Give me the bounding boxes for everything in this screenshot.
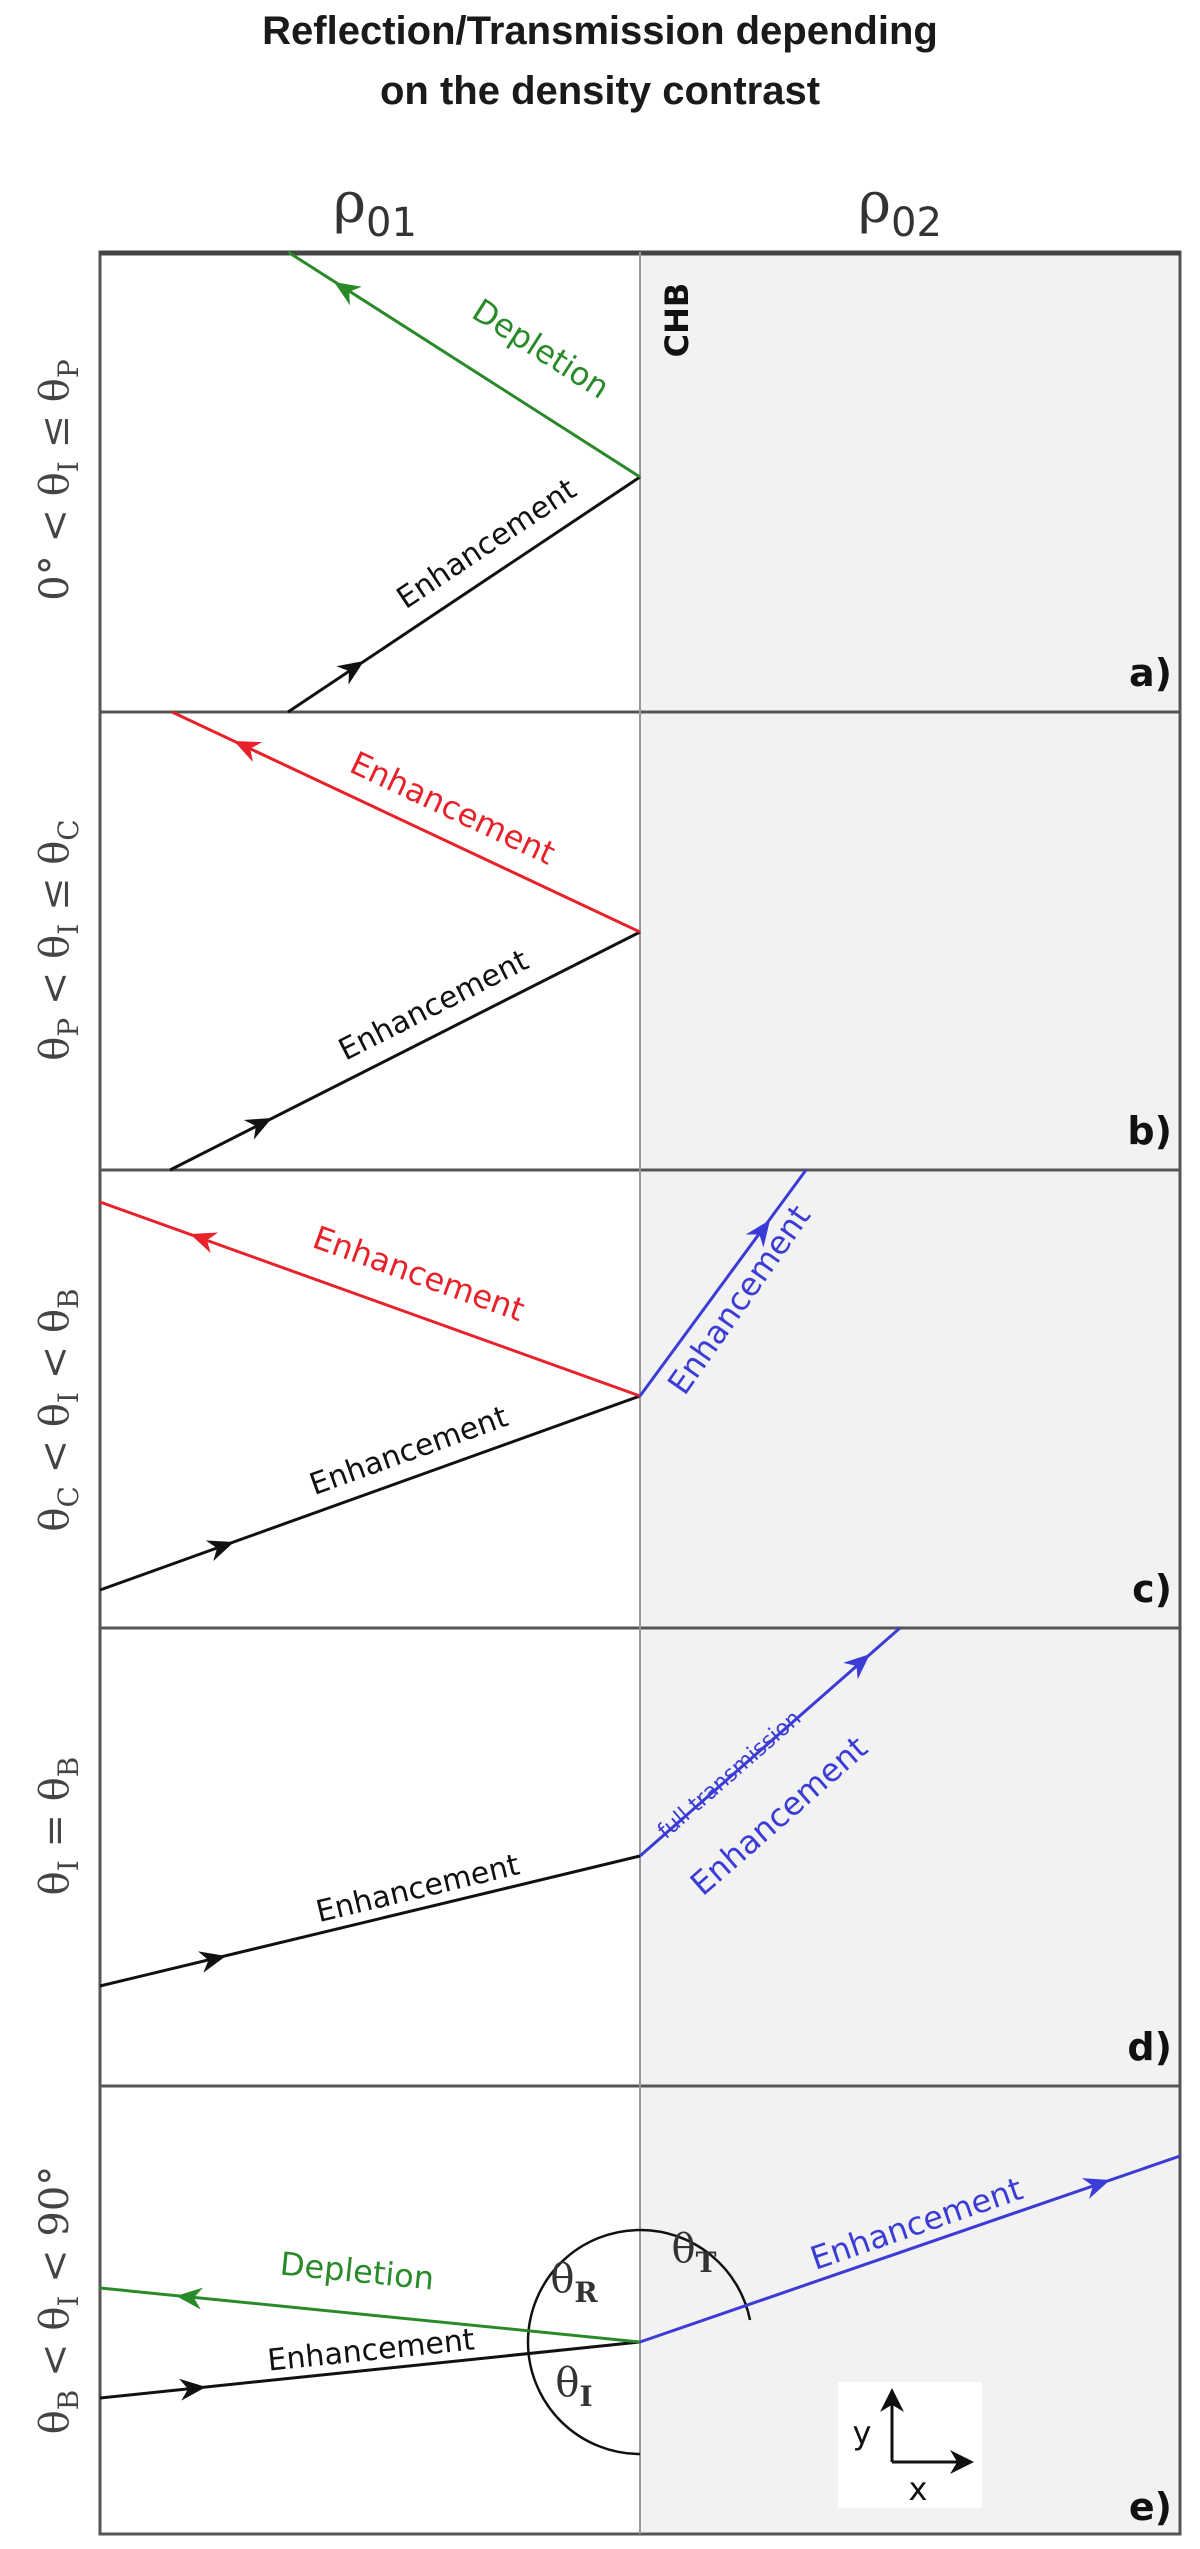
panel-c-reflected-label: Enhancement	[308, 1218, 529, 1329]
panel-e-id: e)	[1129, 2485, 1172, 2529]
panel-a-incident-arrowhead	[336, 661, 364, 685]
panel-c-transmitted-ray	[638, 1169, 808, 1397]
panel-a-reflected-label: Depletion	[466, 291, 617, 406]
panel-c-incident-label: Enhancement	[305, 1399, 513, 1502]
panel-d-transmitted-arrowhead	[843, 1654, 870, 1680]
panel-c-incident-ray	[99, 1394, 641, 1592]
panel-e-transmitted-arrowhead	[1081, 2178, 1110, 2199]
title-line-2: on the density contrast	[380, 69, 820, 113]
panel-a-id: a)	[1129, 651, 1172, 695]
panel-e-reflected-label: Depletion	[278, 2244, 436, 2297]
panel-e-angle-arc-right	[639, 2228, 752, 2321]
panel-e-y-axis-label: y	[853, 2414, 872, 2452]
panel-e-x-axis-label: x	[909, 2470, 928, 2508]
panel-b-incident-arrowhead	[243, 1118, 272, 1140]
panel-a-condition: 0° < θI ≤ θP	[32, 359, 85, 600]
medium-right-label: ρ02	[858, 171, 942, 246]
panel-e-reflected-arrowhead	[176, 2287, 203, 2310]
title-line-1: Reflection/Transmission depending	[262, 9, 938, 53]
panel-b-id: b)	[1127, 1109, 1172, 1153]
panel-e-angle-incident: θI	[555, 2360, 592, 2413]
panel-c-id: c)	[1132, 1567, 1172, 1611]
panel-d-incident-arrowhead	[198, 1951, 226, 1973]
panel-c-transmitted-arrowhead	[745, 1220, 770, 1248]
right-medium-fill	[640, 252, 1180, 2534]
panel-e-condition: θB < θI < 90°	[32, 2166, 85, 2435]
panel-d-condition: θI = θB	[32, 1757, 85, 1896]
panel-e-incident-arrowhead	[179, 2378, 206, 2401]
panel-c-condition: θC < θI < θB	[32, 1288, 85, 1531]
panel-a-incident-ray	[287, 475, 641, 714]
panel-b-condition: θP < θI ≤ θC	[32, 819, 85, 1061]
panel-c-incident-arrowhead	[205, 1540, 234, 1562]
panel-b-incident-label: Enhancement	[333, 943, 534, 1068]
panel-b-incident-ray	[169, 930, 641, 1172]
panel-c-reflected-ray	[99, 1200, 641, 1398]
panel-a-incident-label: Enhancement	[391, 472, 583, 617]
panel-e-axes-inset	[838, 2382, 982, 2508]
panel-d-incident-ray	[99, 1854, 641, 1988]
panel-e-transmitted-ray	[639, 2154, 1181, 2344]
boundary-label: CHB	[658, 283, 696, 358]
panel-a-reflected-arrowhead	[334, 282, 362, 306]
panel-e-angle-reflected: θR	[550, 2256, 598, 2309]
panel-b-reflected-arrowhead	[234, 741, 263, 763]
medium-left-label: ρ01	[333, 171, 417, 246]
panel-d-incident-label: Enhancement	[313, 1847, 523, 1930]
panel-d-id: d)	[1127, 2025, 1172, 2069]
panel-e-angle-arc-left	[526, 2228, 641, 2456]
panel-c-reflected-arrowhead	[190, 1232, 219, 1254]
